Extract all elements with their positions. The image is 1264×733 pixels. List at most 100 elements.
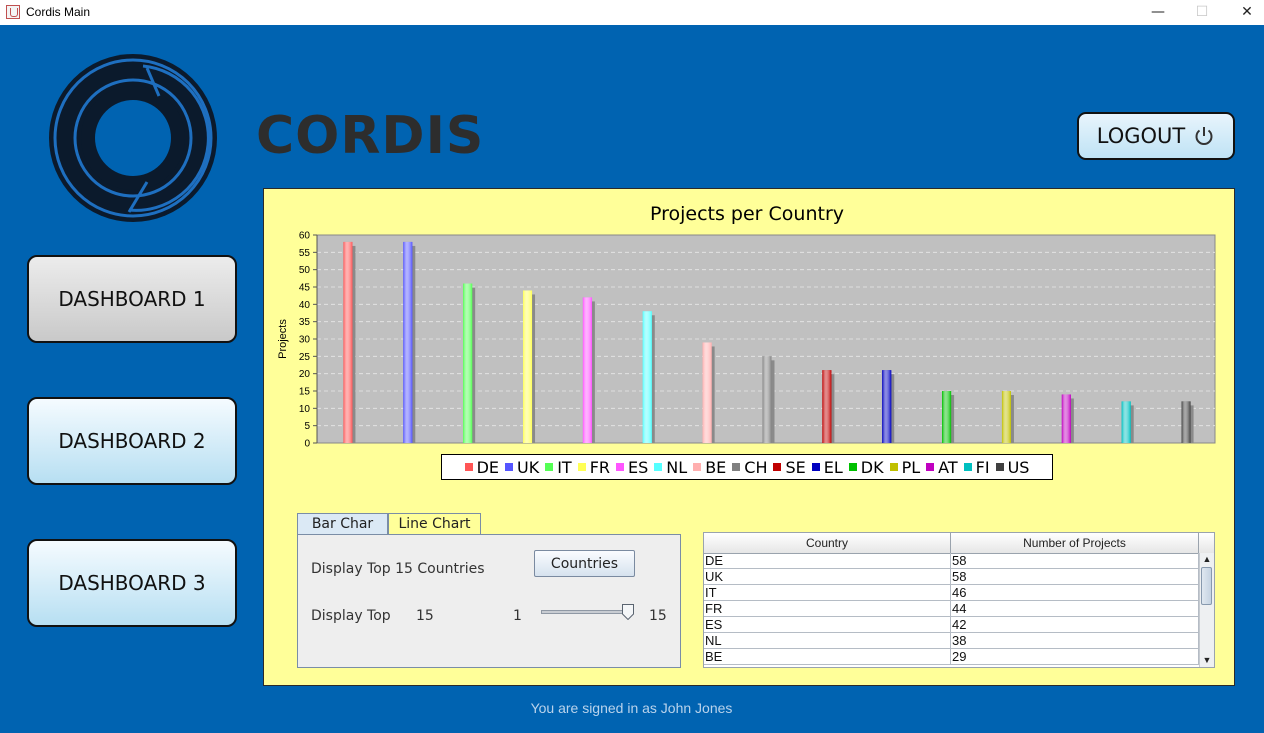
legend-swatch xyxy=(926,463,935,471)
legend-swatch xyxy=(616,463,625,471)
legend-label: AT xyxy=(938,457,958,477)
legend-label: FR xyxy=(589,457,611,477)
legend-label: EL xyxy=(823,457,843,477)
y-tick-label: 30 xyxy=(299,335,311,346)
power-icon xyxy=(1195,127,1213,145)
cell-country: BE xyxy=(704,649,951,665)
table-row[interactable]: DE 58 xyxy=(704,553,1199,569)
legend-item-FI: FI xyxy=(963,457,990,477)
column-header-projects[interactable]: Number of Projects xyxy=(951,533,1199,553)
table-row[interactable]: BE 29 xyxy=(704,649,1199,665)
table-row[interactable]: NL 38 xyxy=(704,633,1199,649)
bar-highlight-NL xyxy=(642,311,652,443)
y-tick-label: 60 xyxy=(299,231,311,242)
legend-item-SE: SE xyxy=(773,458,806,477)
cell-country: ES xyxy=(704,617,951,633)
legend-label: BE xyxy=(705,457,727,477)
cell-country: FR xyxy=(704,601,951,617)
legend-label: UK xyxy=(517,457,540,477)
logout-label: LOGOUT xyxy=(1096,124,1186,148)
legend-swatch xyxy=(963,463,972,471)
bar-chart-tab-panel: Display Top 15 Countries Countries Displ… xyxy=(297,534,681,668)
legend-item-FR: FR xyxy=(577,457,611,477)
slider-thumb[interactable] xyxy=(622,604,634,620)
cell-projects: 42 xyxy=(951,617,1199,633)
cell-projects: 38 xyxy=(951,633,1199,649)
table-row[interactable]: FR 44 xyxy=(704,601,1199,617)
dashboard-2-button[interactable]: DASHBOARD 2 xyxy=(27,397,237,485)
chart-legend: DE UK IT FR ES NL BE CH SE EL DK PL AT FI US xyxy=(441,454,1053,480)
legend-item-DE: DE xyxy=(464,458,499,477)
table-row[interactable]: IT 46 xyxy=(704,585,1199,601)
logout-button[interactable]: LOGOUT xyxy=(1077,112,1235,160)
table-scrollbar[interactable]: ▲ ▼ xyxy=(1199,553,1214,667)
table-row[interactable]: ES 42 xyxy=(704,617,1199,633)
minimize-button[interactable]: — xyxy=(1151,4,1165,20)
bar-highlight-US xyxy=(1181,401,1191,443)
legend-label: US xyxy=(1007,457,1030,477)
legend-swatch xyxy=(505,463,513,471)
y-tick-label: 55 xyxy=(299,248,311,259)
dashboard-panel: Projects per Country 0 5 10 15 20 25 30 35 40 45 5… xyxy=(263,188,1235,686)
cell-projects: 58 xyxy=(951,553,1199,569)
legend-label: IT xyxy=(557,457,572,477)
legend-label: FI xyxy=(975,457,990,477)
cell-projects: 58 xyxy=(951,569,1199,585)
cell-projects: 46 xyxy=(951,585,1199,601)
dashboard-3-label: DASHBOARD 3 xyxy=(58,571,206,595)
bar-highlight-EL xyxy=(882,370,892,443)
top-countries-slider[interactable] xyxy=(541,610,629,614)
y-tick-label: 20 xyxy=(299,369,311,380)
tab-line-chart-label: Line Chart xyxy=(398,516,471,532)
chart-title: Projects per Country xyxy=(649,203,845,225)
window-titlebar: Cordis Main — ☐ ✕ xyxy=(0,0,1264,25)
y-tick-label: 0 xyxy=(304,439,310,450)
table-row[interactable]: UK 58 xyxy=(704,569,1199,585)
legend-label: DK xyxy=(860,457,884,477)
bar-chart: 0 5 10 15 20 25 30 35 40 45 50 55 60 Projects xyxy=(277,231,1216,450)
countries-button-label: Countries xyxy=(550,555,619,572)
y-tick-label: 40 xyxy=(299,300,311,311)
bar-highlight-UK xyxy=(403,241,413,443)
y-tick-label: 35 xyxy=(299,317,311,328)
display-top-label: Display Top xyxy=(311,608,391,624)
legend-item-ES: ES xyxy=(616,458,648,477)
legend-item-US: US xyxy=(995,457,1030,477)
maximize-button[interactable]: ☐ xyxy=(1195,4,1209,20)
legend-swatch xyxy=(654,463,663,471)
dashboard-2-label: DASHBOARD 2 xyxy=(58,429,206,453)
dashboard-1-label: DASHBOARD 1 xyxy=(58,287,206,311)
legend-label: PL xyxy=(901,457,921,477)
dashboard-3-button[interactable]: DASHBOARD 3 xyxy=(27,539,237,627)
scroll-thumb[interactable] xyxy=(1201,567,1212,605)
scroll-down-icon[interactable]: ▼ xyxy=(1202,655,1212,665)
slider-max-label: 15 xyxy=(649,608,667,624)
bar-highlight-AT xyxy=(1061,394,1071,443)
dashboard-1-button[interactable]: DASHBOARD 1 xyxy=(27,255,237,343)
countries-button[interactable]: Countries xyxy=(534,550,635,577)
column-header-country[interactable]: Country xyxy=(704,533,951,553)
close-button[interactable]: ✕ xyxy=(1241,4,1253,20)
y-tick-label: 50 xyxy=(299,265,311,276)
legend-swatch xyxy=(889,463,898,471)
tab-bar-chart[interactable]: Bar Char xyxy=(297,513,388,534)
legend-item-UK: UK xyxy=(505,458,539,477)
cell-country: UK xyxy=(704,569,951,585)
legend-swatch xyxy=(848,463,857,471)
bar-highlight-ES xyxy=(582,297,592,443)
table-header: Country Number of Projects xyxy=(704,533,1214,554)
y-tick-label: 25 xyxy=(299,352,311,363)
legend-label: CH xyxy=(744,457,768,477)
bar-highlight-FR xyxy=(523,290,533,443)
legend-item-NL: NL xyxy=(654,458,687,477)
legend-item-EL: EL xyxy=(811,457,843,477)
tab-line-chart[interactable]: Line Chart xyxy=(388,513,481,534)
legend-item-IT: IT xyxy=(545,458,572,477)
bar-highlight-CH xyxy=(762,356,772,443)
legend-label: ES xyxy=(628,457,649,477)
scroll-up-icon[interactable]: ▲ xyxy=(1202,554,1212,564)
java-icon xyxy=(6,5,20,19)
legend-swatch xyxy=(995,463,1004,471)
y-axis-label: Projects xyxy=(277,319,289,359)
legend-label: NL xyxy=(666,457,688,477)
